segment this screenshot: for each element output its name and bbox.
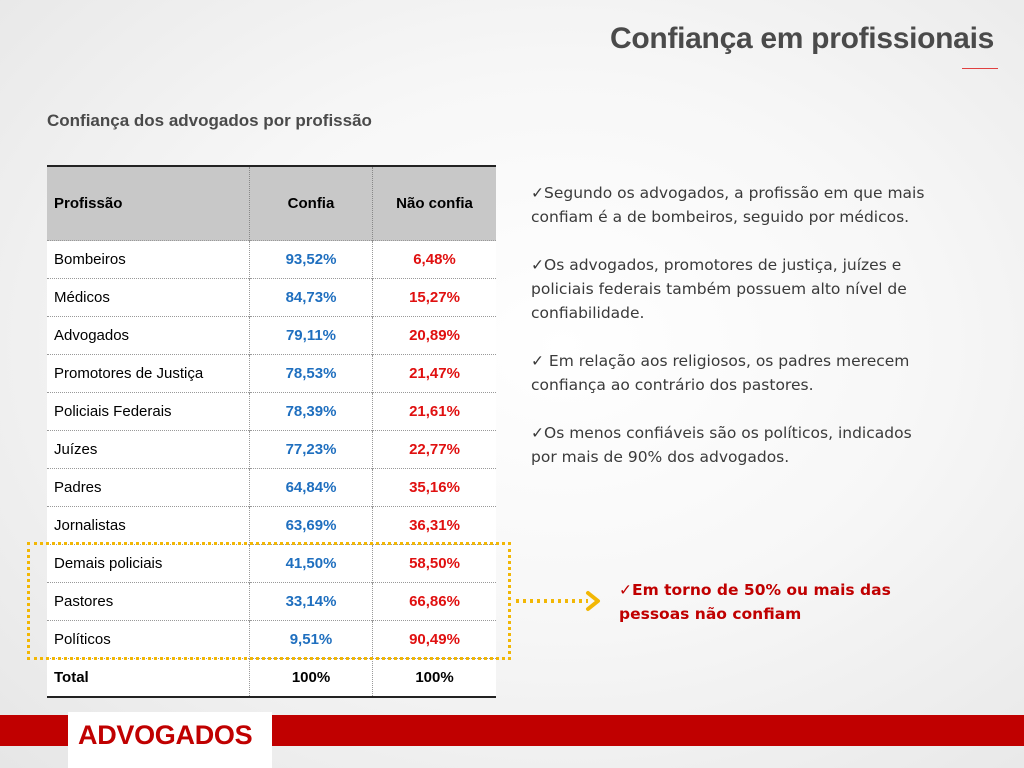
table-row: Demais policiais 41,50% 58,50% <box>47 544 496 583</box>
trust-table: Profissão Confia Não confia Bombeiros 93… <box>47 165 496 698</box>
trust-cell: 9,51% <box>249 620 373 659</box>
profession-cell: Juízes <box>47 430 250 469</box>
table-row: Juízes 77,23% 22,77% <box>47 430 496 469</box>
trust-cell: 64,84% <box>249 468 373 507</box>
profession-cell: Advogados <box>47 316 250 355</box>
trust-cell: 77,23% <box>249 430 373 469</box>
trust-cell: 78,39% <box>249 392 373 431</box>
trust-cell: 84,73% <box>249 278 373 317</box>
trust-cell: 33,14% <box>249 582 373 621</box>
profession-cell: Demais policiais <box>47 544 250 583</box>
title-underline <box>962 68 998 69</box>
distrust-cell: 35,16% <box>372 468 496 507</box>
profession-cell: Bombeiros <box>47 240 250 279</box>
distrust-cell: 21,47% <box>372 354 496 393</box>
bullet-list: ✓Segundo os advogados, a profissão em qu… <box>531 181 941 493</box>
title-underline-full <box>962 68 998 69</box>
table-row: Políticos 9,51% 90,49% <box>47 620 496 659</box>
table-row: Promotores de Justiça 78,53% 21,47% <box>47 354 496 393</box>
column-header-distrust: Não confia <box>372 165 496 241</box>
profession-cell: Médicos <box>47 278 250 317</box>
total-distrust-cell: 100% <box>372 658 496 698</box>
trust-cell: 93,52% <box>249 240 373 279</box>
distrust-cell: 36,31% <box>372 506 496 545</box>
table-row: Médicos 84,73% 15,27% <box>47 278 496 317</box>
distrust-cell: 22,77% <box>372 430 496 469</box>
bullet-item: ✓ Em relação aos religiosos, os padres m… <box>531 352 910 394</box>
profession-cell: Policiais Federais <box>47 392 250 431</box>
total-trust-cell: 100% <box>249 658 373 698</box>
distrust-cell: 20,89% <box>372 316 496 355</box>
distrust-cell: 66,86% <box>372 582 496 621</box>
profession-cell: Promotores de Justiça <box>47 354 250 393</box>
column-header-trust: Confia <box>249 165 373 241</box>
table-row: Padres 64,84% 35,16% <box>47 468 496 507</box>
bullet-item: ✓Os menos confiáveis são os políticos, i… <box>531 424 912 466</box>
table-total-row: Total 100% 100% <box>47 658 496 698</box>
callout-text: ✓Em torno de 50% ou mais das pessoas não… <box>619 581 891 623</box>
distrust-cell: 21,61% <box>372 392 496 431</box>
highlight-box <box>27 542 511 660</box>
table-row: Advogados 79,11% 20,89% <box>47 316 496 355</box>
table-row: Policiais Federais 78,39% 21,61% <box>47 392 496 431</box>
profession-cell: Jornalistas <box>47 506 250 545</box>
table-row: Pastores 33,14% 66,86% <box>47 582 496 621</box>
footer-label-background <box>68 712 272 768</box>
profession-cell: Pastores <box>47 582 250 621</box>
distrust-cell: 90,49% <box>372 620 496 659</box>
trust-cell: 41,50% <box>249 544 373 583</box>
page-title: Confiança em profissionais <box>610 22 994 55</box>
profession-cell: Padres <box>47 468 250 507</box>
table-header-row: Profissão Confia Não confia <box>47 165 496 241</box>
trust-cell: 63,69% <box>249 506 373 545</box>
trust-cell: 79,11% <box>249 316 373 355</box>
distrust-cell: 58,50% <box>372 544 496 583</box>
table-body: Bombeiros 93,52% 6,48% Médicos 84,73% 15… <box>47 240 496 698</box>
footer-label: ADVOGADOS <box>78 720 253 750</box>
total-label-cell: Total <box>47 658 250 698</box>
bullet-item: ✓Os advogados, promotores de justiça, ju… <box>531 256 907 322</box>
dotted-arrow-icon <box>516 591 600 611</box>
trust-cell: 78,53% <box>249 354 373 393</box>
distrust-cell: 6,48% <box>372 240 496 279</box>
table-row: Jornalistas 63,69% 36,31% <box>47 506 496 545</box>
table-row: Bombeiros 93,52% 6,48% <box>47 240 496 279</box>
column-header-profession: Profissão <box>47 165 250 241</box>
distrust-cell: 15,27% <box>372 278 496 317</box>
table-subtitle: Confiança dos advogados por profissão <box>47 111 372 130</box>
bullet-item: ✓Segundo os advogados, a profissão em qu… <box>531 184 925 226</box>
profession-cell: Políticos <box>47 620 250 659</box>
